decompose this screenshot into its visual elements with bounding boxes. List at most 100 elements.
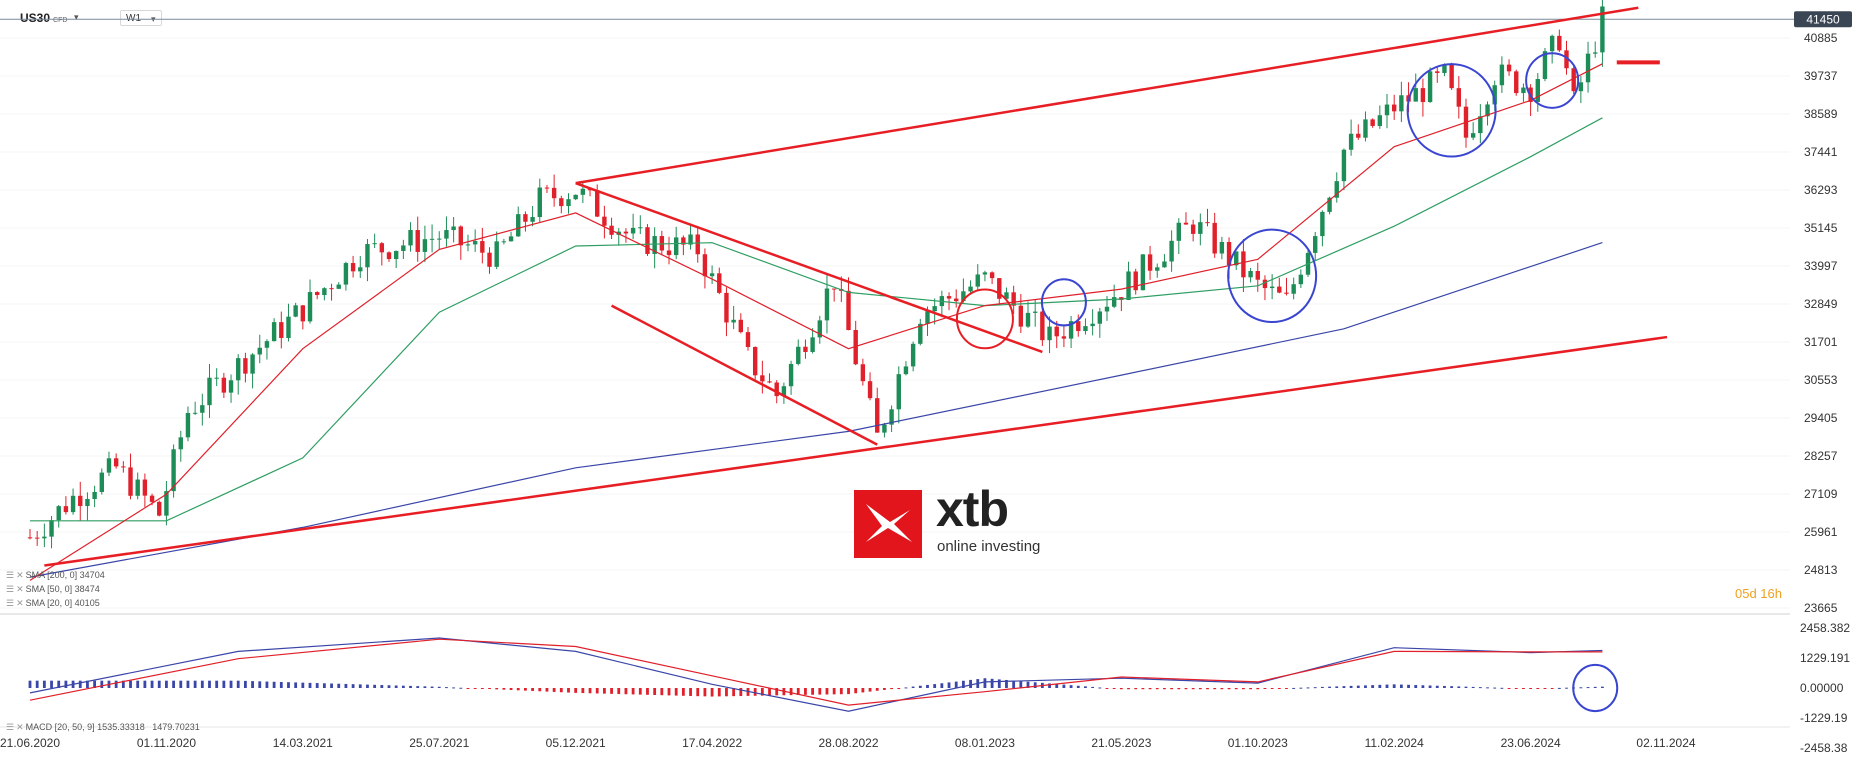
macd-histogram-bar	[1443, 685, 1446, 688]
candle-body	[659, 236, 665, 251]
macd-histogram-bar	[222, 680, 226, 688]
sma200-legend[interactable]: ☰ ✕ SMA [200, 0] 34704	[6, 570, 105, 580]
candle-body	[652, 236, 657, 254]
macd-histogram-bar	[308, 682, 312, 688]
macd-histogram-bar	[1335, 686, 1339, 688]
macd-histogram-bar	[897, 688, 901, 689]
macd-histogram-bar	[1062, 684, 1066, 688]
macd-legend[interactable]: ☰ ✕ MACD [20, 50, 9] 1535.33318 1479.70231	[6, 722, 200, 732]
macd-histogram-bar	[1163, 688, 1166, 690]
macd-histogram-bar	[610, 688, 613, 694]
macd-histogram-bar	[538, 688, 542, 692]
macd-histogram-bar	[1464, 686, 1468, 688]
date-tick-label: 01.11.2020	[137, 736, 196, 750]
candle-body	[1478, 116, 1483, 134]
candle-body	[623, 231, 629, 234]
macd-histogram-bar	[1371, 685, 1375, 688]
macd-histogram-bar	[394, 685, 398, 688]
candle-body	[271, 322, 277, 342]
macd-tick-label: 2458.382	[1800, 621, 1850, 635]
price-tick-label: 33997	[1804, 259, 1838, 273]
macd-histogram-bar	[804, 688, 807, 695]
macd-histogram-bar	[1026, 681, 1030, 688]
macd-histogram-bar	[1055, 684, 1059, 688]
macd-histogram-bar	[1550, 688, 1554, 689]
sma20-legend[interactable]: ☰ ✕ SMA [20, 0] 40105	[6, 598, 100, 608]
candle-body	[1356, 133, 1361, 138]
date-tick-label: 08.01.2023	[955, 736, 1015, 750]
candle-body	[1341, 149, 1347, 182]
macd-histogram-bar	[1579, 687, 1583, 689]
candle-body	[810, 337, 815, 352]
sma200-line	[29, 242, 1603, 578]
macd-histogram-bar	[638, 688, 642, 695]
candle-body	[135, 479, 140, 496]
macd-tick-label: -2458.38	[1800, 741, 1848, 755]
macd-histogram-bar	[1220, 688, 1224, 690]
trendline-lower	[44, 335, 1668, 567]
macd-histogram-bar	[883, 688, 886, 690]
macd-histogram-bar	[1493, 687, 1497, 689]
macd-histogram-bar	[366, 684, 369, 688]
candle-body	[645, 227, 650, 254]
macd-histogram-bar	[473, 688, 477, 689]
macd-histogram-bar	[911, 686, 915, 688]
macd-histogram-bar	[868, 688, 872, 692]
candle-body	[164, 491, 169, 516]
close-icon[interactable]: ✕	[16, 584, 24, 594]
candle-body	[932, 306, 937, 312]
annotation-circle	[1406, 63, 1497, 158]
macd-histogram-bar	[35, 680, 39, 688]
candle-body	[760, 375, 765, 382]
macd-histogram-bar	[28, 680, 32, 688]
candle-body	[494, 241, 499, 267]
macd-histogram-bar	[387, 685, 391, 688]
menu-icon[interactable]: ☰	[6, 570, 15, 580]
date-tick-label: 17.04.2022	[682, 736, 742, 750]
candle-body	[1435, 71, 1440, 73]
menu-icon[interactable]: ☰	[6, 722, 15, 732]
close-icon[interactable]: ✕	[16, 722, 24, 732]
macd-histogram-bar	[595, 688, 599, 694]
macd-tick-label: 0.00000	[1800, 681, 1844, 695]
macd-histogram-bar	[1435, 685, 1439, 688]
candle-body	[34, 537, 40, 539]
macd-histogram-bar	[380, 685, 384, 688]
menu-icon[interactable]: ☰	[6, 598, 15, 608]
macd-histogram-bar	[1428, 685, 1432, 688]
macd-histogram-bar	[559, 688, 563, 693]
macd-histogram-bar	[1206, 688, 1209, 690]
candle-body	[350, 263, 356, 272]
close-icon[interactable]: ✕	[16, 570, 24, 580]
candle-body	[1262, 279, 1268, 289]
menu-icon[interactable]: ☰	[6, 584, 15, 594]
macd-histogram-bar	[1134, 688, 1138, 690]
price-tick-label: 23665	[1804, 601, 1838, 615]
candle-body	[1076, 321, 1081, 332]
candle-body	[264, 341, 270, 348]
price-tick-label: 38589	[1804, 107, 1838, 121]
macd-tick-label: 1229.191	[1800, 651, 1850, 665]
chevron-down-icon[interactable]: ▾	[74, 12, 79, 22]
macd-histogram-bar	[1105, 688, 1109, 689]
macd-histogram-bar	[86, 680, 89, 688]
candle-body	[243, 358, 248, 374]
macd-histogram-bar	[753, 688, 757, 696]
candle-body	[867, 381, 873, 399]
candle-body	[1571, 68, 1576, 92]
candle-body	[1320, 211, 1325, 237]
close-icon[interactable]: ✕	[16, 598, 24, 608]
macd-histogram-bar	[315, 683, 319, 688]
candle-body	[796, 346, 801, 364]
macd-histogram-bar	[1285, 688, 1288, 689]
price-tick-label: 32849	[1804, 297, 1838, 311]
sma50-legend[interactable]: ☰ ✕ SMA [50, 0] 38474	[6, 584, 100, 594]
symbol-label[interactable]: US30 CFD	[20, 11, 68, 25]
macd-histogram-bar	[760, 688, 764, 696]
candle-body	[1226, 241, 1232, 266]
macd-histogram-bar	[452, 687, 456, 689]
macd-histogram-bar	[150, 680, 154, 688]
price-tick-label: 36293	[1804, 183, 1838, 197]
macd-histogram-bar	[1507, 688, 1511, 689]
